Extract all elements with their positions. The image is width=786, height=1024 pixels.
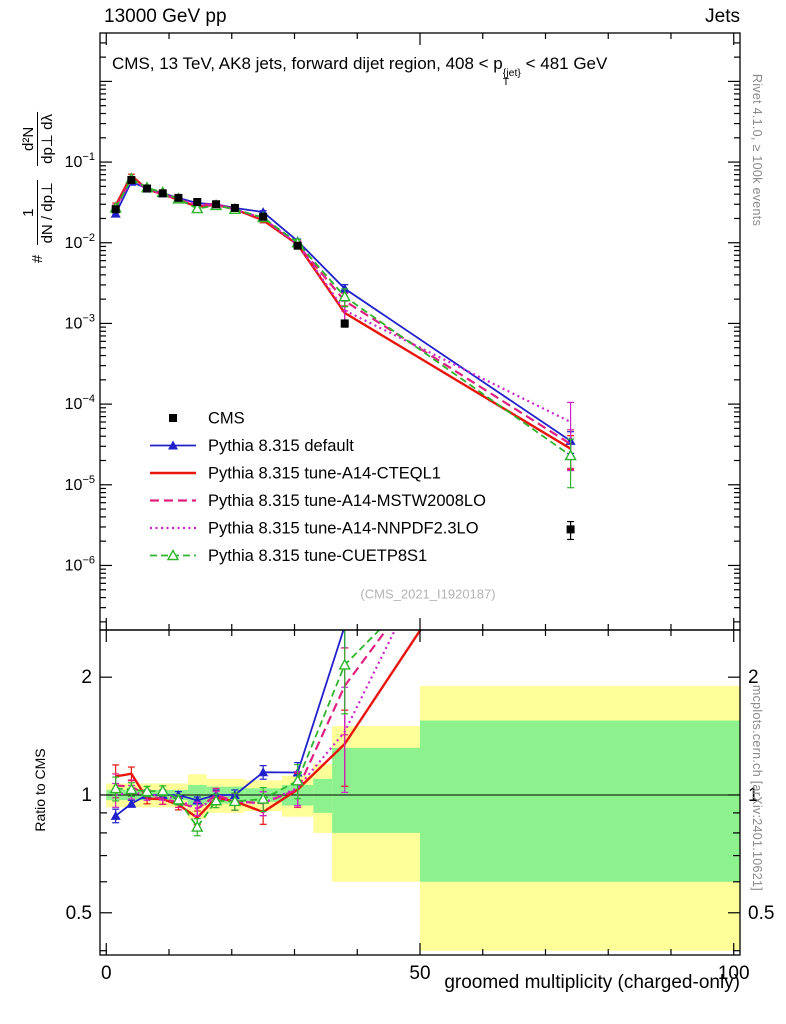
plot-title: CMS, 13 TeV, AK8 jets, forward dijet reg… <box>112 54 607 87</box>
top-series-pythia-default <box>110 176 576 454</box>
rivet-version-note: Rivet 4.1.0, ≥ 100k events <box>750 73 764 227</box>
axes-ticks <box>100 33 740 955</box>
y-tick-label: 10−6 <box>65 554 95 574</box>
legend-entry-cuetp8s1: Pythia 8.315 tune-CUETP8S1 <box>150 547 427 565</box>
frac2-num: d²N <box>20 126 37 152</box>
x-tick-label: 0 <box>101 963 112 984</box>
y-axis-frac1: 1 dN / dp⊥ <box>20 179 56 246</box>
y-tick-label: 10−4 <box>65 393 95 413</box>
legend-label: CMS <box>208 410 245 428</box>
top-series-cms <box>111 175 575 541</box>
process-label: Jets <box>705 6 740 27</box>
x-tick-label: 50 <box>409 963 430 984</box>
x-tick-label: 100 <box>718 963 750 984</box>
legend-entry-cms: CMS <box>169 410 245 428</box>
legend-entry-a14-mstw2008lo: Pythia 8.315 tune-A14-MSTW2008LO <box>150 492 486 510</box>
y-tick-label: 10−2 <box>65 232 95 252</box>
legend-label: Pythia 8.315 tune-A14-CTEQL1 <box>208 465 441 483</box>
legend-label: Pythia 8.315 tune-A14-MSTW2008LO <box>208 492 486 510</box>
ratio-panel-frame <box>99 629 741 956</box>
plot-title-sub: T <box>502 76 510 88</box>
ratio-tick-label-left: 1 <box>81 785 92 806</box>
beam-energy-label: 13000 GeV pp <box>104 6 227 27</box>
mcplots-arxiv-note: mcplots.cern.ch [arXiv:2401.10621] <box>750 684 764 892</box>
y-tick-label: 10−1 <box>65 151 95 171</box>
ratio-tick-label-left: 2 <box>81 667 92 688</box>
ratio-tick-label-right: 1 <box>748 785 759 806</box>
ratio-tick-label-right: 0.5 <box>748 903 774 924</box>
legend-label: Pythia 8.315 tune-A14-NNPDF2.3LO <box>208 520 479 538</box>
y-tick-label: 10−5 <box>65 474 95 494</box>
plot-title-sup: {jet} <box>502 67 521 79</box>
top-panel-frame <box>99 32 741 631</box>
frac2-den: dp⊥ dλ <box>37 112 56 166</box>
band-green <box>332 747 420 833</box>
frac1-num: 1 <box>20 208 37 217</box>
ratio-tick-label-right: 2 <box>748 667 759 688</box>
pt-jet-supsub: {jet} T <box>502 67 521 88</box>
ratio-tick-label-left: 0.5 <box>66 903 92 924</box>
frac1-den: dN / dp⊥ <box>37 179 56 246</box>
legend-entry-pythia-default: Pythia 8.315 default <box>150 437 354 455</box>
band-green <box>420 720 740 882</box>
y-axis-frac2: d²N dp⊥ dλ <box>20 112 56 166</box>
legend-entry-a14-cteql1: Pythia 8.315 tune-A14-CTEQL1 <box>150 465 441 483</box>
x-axis-title: groomed multiplicity (charged-only) <box>444 972 740 993</box>
y-axis-title-prefix: # <box>28 254 46 263</box>
legend-label: Pythia 8.315 tune-CUETP8S1 <box>208 547 427 565</box>
plot-title-pre: CMS, 13 TeV, AK8 jets, forward dijet reg… <box>112 54 503 73</box>
axes-tick-labels: 10−1 10−2 10−3 10−4 10−5 10−6 0 50 100 0.5 0.5 1 1 2 2 <box>65 151 775 984</box>
analysis-id-watermark: (CMS_2021_I1920187) <box>360 586 496 602</box>
plot-title-post: < 481 GeV <box>520 54 608 73</box>
ratio-axis-title: Ratio to CMS <box>32 748 48 832</box>
y-tick-label: 10−3 <box>65 312 95 332</box>
ratio-series-cuetp8s1 <box>109 630 381 837</box>
y-axis-title: # 1 dN / dp⊥ d²N dp⊥ dλ <box>20 107 56 263</box>
band-green <box>313 778 333 813</box>
legend-label: Pythia 8.315 default <box>208 437 354 455</box>
legend-entry-a14-nnpdf23lo: Pythia 8.315 tune-A14-NNPDF2.3LO <box>150 520 479 538</box>
